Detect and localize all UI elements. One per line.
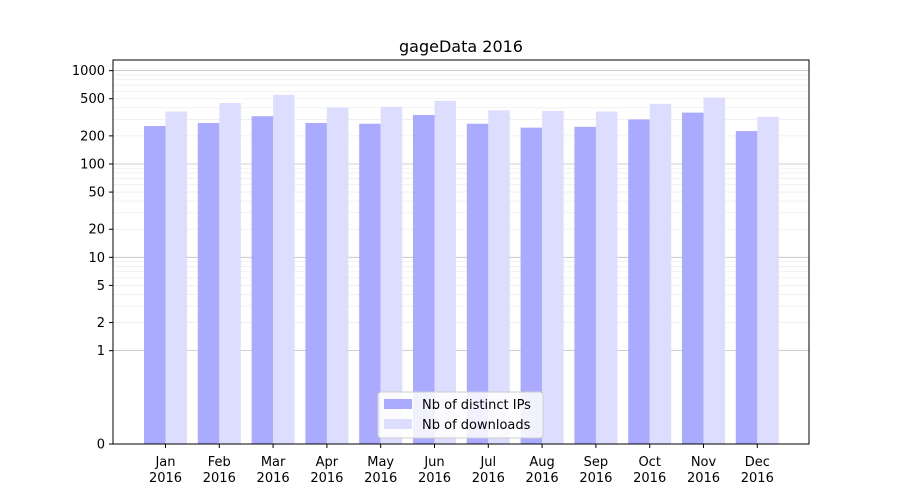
y-tick-label: 1: [97, 344, 105, 359]
bar-downloads: [273, 94, 295, 445]
y-tick-label: 2: [97, 316, 105, 331]
y-tick-label: 0: [97, 438, 105, 453]
plot-frame: [112, 59, 810, 445]
x-tick-label: Sep 2016: [579, 455, 612, 486]
legend-swatch: [384, 399, 412, 409]
x-tick-label: Dec 2016: [741, 455, 774, 486]
y-tick-label: 1000: [72, 64, 105, 79]
legend-box: [377, 391, 544, 439]
x-axis: Jan 2016 Feb 2016 Mar 2016 Apr 2016 May 2016 Jun 20…: [149, 444, 774, 486]
bar-downloads: [380, 106, 403, 444]
x-tick-label: Jun 2016: [418, 455, 451, 486]
bar-downloads: [165, 111, 187, 444]
bar-distinct-ips: [735, 131, 758, 445]
bar-downloads: [326, 107, 349, 444]
bar-downloads: [434, 100, 456, 445]
y-tick-label: 100: [80, 157, 105, 172]
chart-title: gageData 2016: [399, 37, 523, 56]
legend-label: Nb of distinct IPs: [422, 398, 531, 413]
bar-distinct-ips: [574, 126, 596, 444]
bar-distinct-ips: [520, 127, 543, 445]
bar-downloads: [757, 116, 779, 445]
bar-downloads: [595, 111, 618, 444]
bar-distinct-ips: [305, 122, 327, 444]
legend-label: Nb of downloads: [422, 418, 531, 433]
legend-swatch: [384, 419, 412, 429]
bars: [144, 94, 779, 445]
x-tick-label: Feb 2016: [203, 455, 236, 486]
x-tick-label: Jul 2016: [472, 455, 505, 486]
bar-distinct-ips: [466, 123, 489, 444]
bar-downloads: [649, 103, 672, 445]
x-tick-label: Jan 2016: [149, 455, 182, 486]
bar-distinct-ips: [251, 116, 274, 444]
x-tick-label: Oct 2016: [633, 455, 666, 486]
bar-downloads: [219, 103, 241, 444]
bar-distinct-ips: [628, 119, 650, 444]
bar-distinct-ips: [682, 112, 704, 445]
y-tick-label: 500: [80, 92, 105, 107]
bar-downloads: [542, 110, 564, 444]
x-tick-label: Nov 2016: [687, 455, 720, 486]
y-tick-label: 200: [80, 129, 105, 144]
y-tick-label: 10: [88, 251, 105, 266]
bar-distinct-ips: [197, 122, 220, 444]
y-tick-label: 20: [88, 223, 105, 238]
x-tick-label: Aug 2016: [526, 455, 559, 486]
bar-downloads: [488, 110, 510, 444]
y-tick-label: 50: [88, 186, 105, 201]
y-axis: 0 1 2 5 10 20 50 100 200 500 1000: [72, 64, 113, 453]
bar-distinct-ips: [144, 126, 166, 445]
x-tick-label: Mar 2016: [257, 455, 290, 486]
legend: Nb of distinct IPs Nb of downloads: [377, 391, 544, 439]
x-tick-label: Apr 2016: [310, 455, 343, 486]
bar-downloads: [703, 97, 725, 444]
y-tick-label: 5: [97, 279, 105, 294]
x-tick-label: May 2016: [364, 455, 397, 486]
bar-distinct-ips: [359, 123, 381, 444]
bar-distinct-ips: [413, 114, 435, 444]
